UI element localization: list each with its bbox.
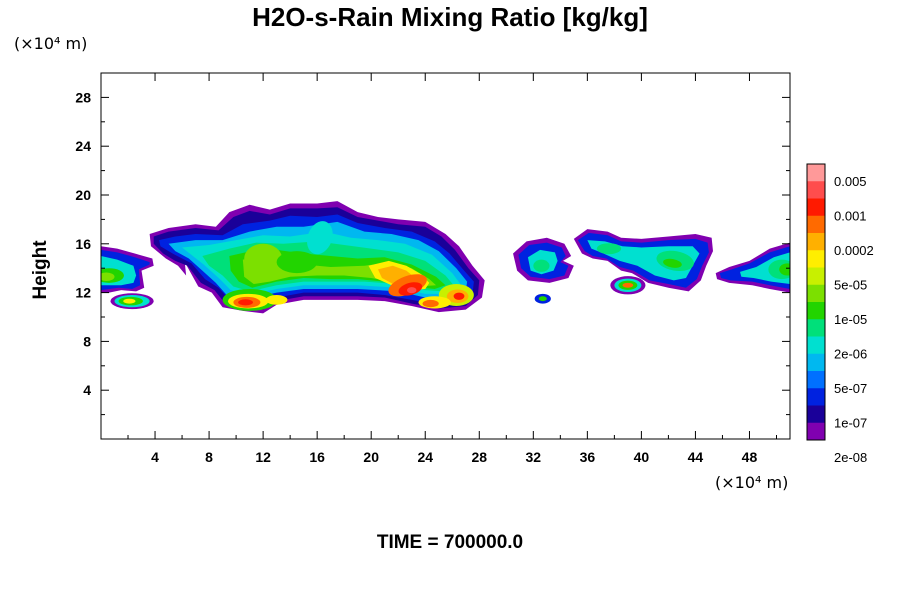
colorbar-swatch — [807, 250, 825, 268]
core2-red — [453, 292, 465, 300]
colorbar-swatch — [807, 388, 825, 406]
x-tick-label: 40 — [634, 449, 650, 465]
colorbar-swatch — [807, 353, 825, 372]
upper-lime — [244, 243, 283, 274]
colorbar-label: 0.005 — [834, 174, 867, 189]
x-tick-label: 8 — [205, 449, 213, 465]
chart-title: H2O-s-Rain Mixing Ratio [kg/kg] — [252, 2, 648, 32]
colorbar-swatch — [807, 181, 825, 199]
x-tick-label: 32 — [526, 449, 542, 465]
x-tick-label: 24 — [417, 449, 433, 465]
colorbar-label: 0.0002 — [834, 243, 874, 258]
x-tick-label: 12 — [255, 449, 271, 465]
colorbar-swatch — [807, 405, 825, 424]
plot-frame — [100, 72, 791, 440]
sub2-yellow — [265, 295, 288, 305]
mid-small-blob-green — [538, 296, 547, 302]
colorbar-swatch — [807, 336, 825, 355]
y-tick-label: 28 — [75, 89, 91, 105]
right-cloud-green — [663, 258, 682, 268]
core3-red — [422, 299, 439, 308]
x-tick-label: 20 — [363, 449, 379, 465]
colorbar-swatch — [807, 267, 825, 286]
core-lred — [406, 287, 417, 294]
colorbar-swatch — [807, 198, 825, 217]
y-tick-label: 12 — [75, 285, 91, 301]
colorbar-swatch — [807, 164, 825, 182]
sub-red — [238, 299, 253, 306]
colorbar-label: 2e-08 — [834, 450, 867, 465]
mid-cloud-sea — [533, 259, 550, 272]
left-cloud-lime — [101, 272, 115, 282]
upper-cyan-streak — [307, 221, 333, 255]
y-tick-label: 16 — [75, 236, 91, 252]
colorbar-swatch — [807, 215, 825, 234]
colorbar-swatch — [807, 284, 825, 303]
time-label: TIME = 700000.0 — [376, 532, 524, 553]
colorbar-swatch — [807, 302, 825, 320]
colorbar-frame — [806, 163, 826, 441]
colorbar-label: 0.001 — [834, 208, 867, 223]
y-tick-label: 8 — [83, 333, 91, 349]
colorbar-label: 1e-07 — [834, 415, 867, 430]
colorbar: 0.005 0.001 0.0002 5e-05 1e-05 2e-06 5e-07 1e-0… — [806, 163, 874, 465]
y-tick-label: 24 — [75, 138, 91, 154]
colorbar-label: 5e-05 — [834, 277, 867, 292]
colorbar-swatch — [807, 371, 825, 389]
x-axis-unit: (×10⁴ m) — [715, 473, 789, 492]
x-tick-label: 16 — [309, 449, 325, 465]
x-tick-label: 28 — [471, 449, 487, 465]
upper-green — [276, 251, 318, 274]
colorbar-label: 1e-05 — [834, 312, 867, 327]
x-tick-label: 4 — [151, 449, 159, 465]
x-tick-label: 36 — [580, 449, 596, 465]
colorbar-label: 2e-06 — [834, 346, 867, 361]
colorbar-label: 5e-07 — [834, 381, 867, 396]
y-axis-unit: (×10⁴ m) — [14, 34, 88, 53]
right-edge-green — [779, 263, 790, 276]
colorbar-swatch — [807, 233, 825, 251]
x-tick-label: 48 — [742, 449, 758, 465]
left-low-blob-yellow — [123, 298, 136, 304]
right-cloud-sea2 — [596, 243, 622, 255]
x-tick-label: 44 — [688, 449, 704, 465]
right-low-blob-yellow — [622, 282, 634, 288]
colorbar-swatch — [807, 319, 825, 337]
y-tick-label: 20 — [75, 187, 91, 203]
contour-field — [101, 201, 790, 314]
colorbar-swatch — [807, 422, 825, 441]
y-tick-label: 4 — [83, 382, 91, 398]
